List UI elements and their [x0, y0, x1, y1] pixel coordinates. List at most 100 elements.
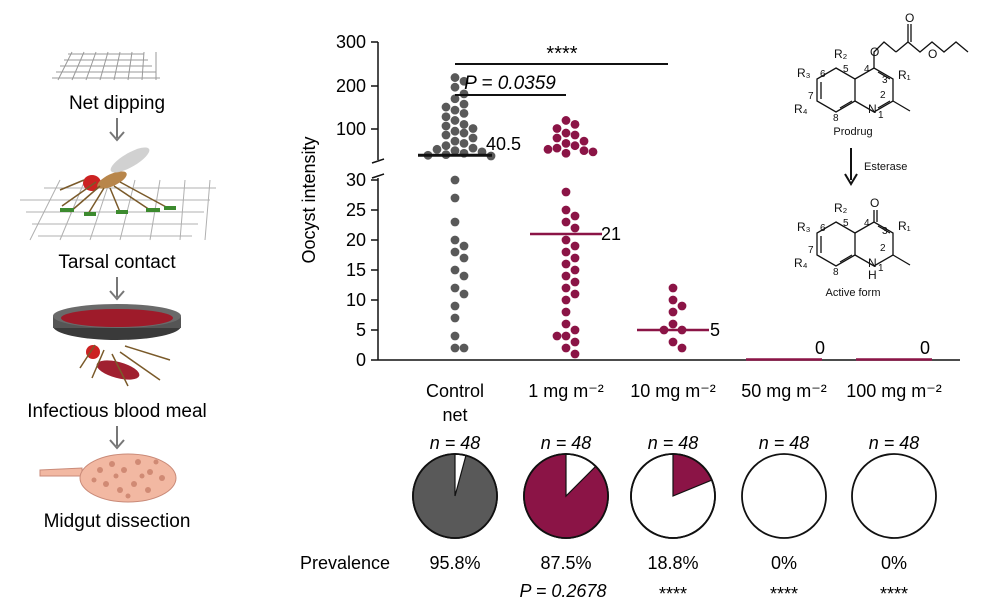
data-point [552, 331, 562, 341]
data-point [561, 148, 571, 158]
chemistry-labels: O O O N R₁ R₂ R₃ R₄ 1 2 3 4 5 6 7 8 Prod… [794, 11, 937, 299]
active-pos-1: 1 [878, 263, 884, 274]
prodrug-r4: R₄ [794, 102, 808, 116]
data-point [450, 193, 460, 203]
data-point [459, 128, 469, 138]
data-point [459, 289, 469, 299]
data-point [450, 146, 460, 156]
active-form-structure [816, 210, 911, 267]
data-point [459, 138, 469, 148]
prevalence-pies [412, 453, 937, 539]
data-point [561, 307, 571, 317]
data-point [561, 205, 571, 215]
data-point [570, 277, 580, 287]
pie-outline [412, 453, 498, 539]
data-point [668, 283, 678, 293]
data-point [561, 217, 571, 227]
prevalence-control: 95.8% [429, 553, 480, 573]
active-pos-8: 8 [833, 267, 839, 278]
blood-feeder-illustration [53, 304, 181, 387]
x-label-10mg: 10 mg m⁻² [630, 381, 716, 401]
data-point [570, 119, 580, 129]
data-point [441, 112, 451, 122]
data-point [450, 116, 460, 125]
data-point [561, 116, 571, 125]
step-infectious-blood-meal: Infectious blood meal [27, 401, 207, 422]
prodrug-structure [816, 24, 969, 113]
data-point [561, 331, 571, 341]
data-point [543, 144, 553, 154]
data-point [459, 253, 469, 263]
prodrug-r3: R₃ [797, 66, 811, 80]
data-point [570, 265, 580, 275]
prevalence-100mg: 0% [881, 553, 907, 573]
prevalence-sig-10mg: **** [659, 584, 687, 604]
data-point [579, 136, 589, 146]
esterase-arrow-icon [844, 148, 858, 186]
data-point [552, 133, 562, 143]
data-point [561, 295, 571, 305]
active-pos-4: 4 [864, 218, 870, 229]
data-point [668, 337, 678, 347]
data-point [459, 99, 469, 109]
comparison-label-control-10mg: **** [546, 43, 577, 65]
data-point [588, 147, 598, 157]
data-points [423, 73, 687, 359]
data-point [570, 289, 580, 299]
axis-break-mark [371, 158, 385, 164]
data-point [450, 105, 460, 115]
data-point [552, 143, 562, 153]
data-point [561, 138, 571, 148]
median-label-50mg: 0 [815, 338, 825, 358]
data-point [561, 187, 571, 197]
n-label-control: n = 48 [430, 433, 481, 453]
pie-background [851, 453, 937, 539]
prodrug-pos-2: 2 [880, 90, 886, 101]
pie-outline [630, 453, 716, 539]
step-tarsal-contact: Tarsal contact [58, 252, 176, 273]
data-point [450, 82, 460, 92]
median-label-1mg: 21 [601, 224, 621, 244]
data-point [570, 325, 580, 335]
active-pos-2: 2 [880, 243, 886, 254]
data-point [668, 319, 678, 329]
y-tick-label: 100 [336, 119, 366, 139]
y-tick-label: 300 [336, 32, 366, 52]
data-point [668, 307, 678, 317]
prevalence-sig-100mg: **** [880, 584, 908, 604]
x-label-1mg: 1 mg m⁻² [528, 381, 604, 401]
data-point [561, 271, 571, 281]
data-point [677, 301, 687, 311]
y-tick-label: 15 [346, 260, 366, 280]
data-point [450, 265, 460, 275]
comparison-label-control-1mg: P = 0.0359 [464, 73, 556, 94]
active-r3: R₃ [797, 220, 811, 234]
data-point [441, 141, 451, 151]
data-point [450, 343, 460, 353]
step-net-dipping: Net dipping [69, 93, 165, 114]
n-label-1mg: n = 48 [541, 433, 592, 453]
data-point [450, 247, 460, 257]
median-label-100mg: 0 [920, 338, 930, 358]
y-tick-label: 200 [336, 76, 366, 96]
active-h: H [868, 268, 877, 282]
prodrug-pos-7: 7 [808, 91, 814, 102]
data-point [450, 331, 460, 341]
active-pos-3: 3 [882, 226, 888, 237]
data-point [450, 235, 460, 245]
data-point [561, 128, 571, 138]
y-tick-label: 0 [356, 350, 366, 370]
arrow-1-icon [109, 118, 125, 142]
n-label-50mg: n = 48 [759, 433, 810, 453]
data-point [432, 144, 442, 154]
data-point [552, 124, 562, 133]
data-point [450, 126, 460, 136]
data-point [468, 133, 478, 143]
n-label-100mg: n = 48 [869, 433, 920, 453]
y-lower-ticks: 0 5 10 15 20 25 30 [346, 170, 378, 370]
data-point [561, 247, 571, 257]
data-point [459, 108, 469, 118]
data-point [561, 283, 571, 293]
active-r1: R₁ [898, 219, 911, 233]
data-point [459, 241, 469, 251]
